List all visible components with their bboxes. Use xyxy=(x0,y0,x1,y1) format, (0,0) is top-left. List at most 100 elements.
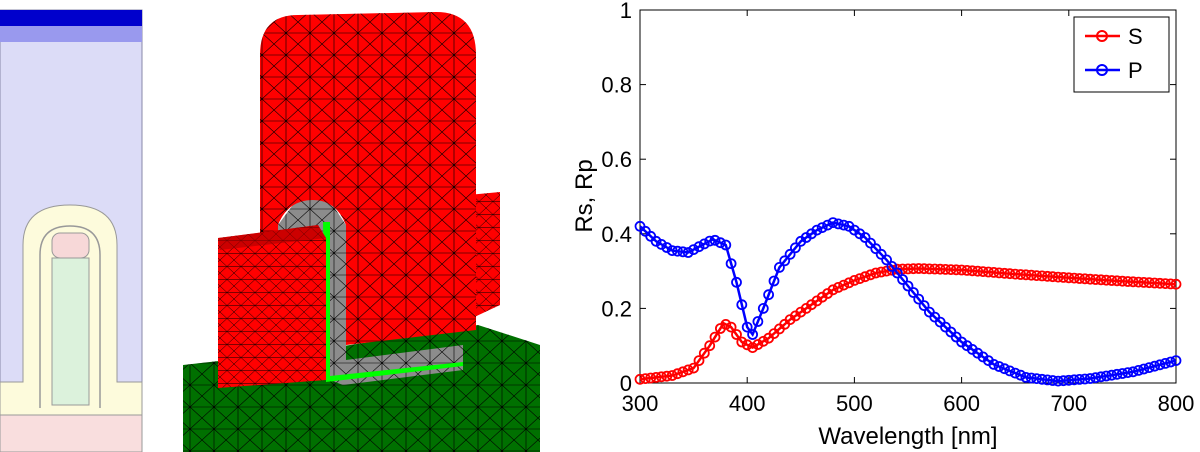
series-marker-p xyxy=(827,217,839,229)
series-marker-p xyxy=(661,242,673,253)
y-tick-label: 0.4 xyxy=(601,222,632,247)
series-marker-s xyxy=(972,265,984,277)
series-marker-s xyxy=(725,321,737,333)
series-marker-p xyxy=(1025,372,1037,384)
series-marker-p xyxy=(714,237,726,249)
series-marker-p xyxy=(832,218,844,230)
series-marker-s xyxy=(661,370,673,382)
series-marker-p xyxy=(1133,364,1144,376)
x-tick-label: 300 xyxy=(622,391,659,416)
series-marker-p xyxy=(1127,366,1139,378)
legend-box xyxy=(1073,16,1170,93)
series-marker-s xyxy=(843,277,855,289)
series-marker-s xyxy=(1170,278,1182,290)
legend-marker-s xyxy=(1096,30,1108,42)
series-marker-s xyxy=(1015,269,1027,280)
series-marker-p xyxy=(913,293,925,305)
series-marker-s xyxy=(1111,275,1123,287)
x-axis-label: Wavelength [nm] xyxy=(818,423,997,450)
series-marker-s xyxy=(950,264,962,276)
series-marker-p xyxy=(816,222,828,234)
series-marker-p xyxy=(870,243,882,255)
series-marker-p xyxy=(666,245,678,257)
series-marker-s xyxy=(865,269,876,281)
series-marker-s xyxy=(1095,274,1107,286)
series-marker-p xyxy=(1074,373,1085,385)
series-marker-s xyxy=(1052,271,1064,283)
series-marker-s xyxy=(1063,272,1075,284)
series-marker-p xyxy=(838,219,850,231)
reflectance-chart: 300 400 500 600 700 800 0 0.2 0.4 0.6 0.8 1 Wavelen… xyxy=(571,0,1194,450)
series-marker-p xyxy=(891,267,903,279)
series-marker-p xyxy=(747,329,759,340)
series-marker-s xyxy=(709,331,721,343)
series-marker-s xyxy=(977,266,989,278)
series-marker-p xyxy=(725,258,737,270)
series-marker-p xyxy=(1111,368,1123,380)
series-marker-p xyxy=(677,246,689,258)
series-marker-p xyxy=(1036,373,1048,385)
series-marker-s xyxy=(907,263,919,275)
series-marker-p xyxy=(763,289,775,301)
series-marker-p xyxy=(698,238,710,250)
y-tick-label: 0.2 xyxy=(601,296,632,321)
series-marker-s xyxy=(640,373,651,385)
series-marker-p xyxy=(999,363,1010,375)
series-marker-p xyxy=(865,237,876,249)
series-marker-s xyxy=(1068,272,1080,284)
series-marker-p xyxy=(1149,360,1160,372)
cross-section-gate-cap xyxy=(51,232,90,259)
series-marker-s xyxy=(1127,276,1139,288)
series-marker-p xyxy=(1047,375,1059,386)
mesh-liner xyxy=(323,222,463,382)
series-marker-s xyxy=(698,347,710,359)
x-tick-label: 500 xyxy=(836,391,873,416)
series-marker-s xyxy=(956,264,968,276)
series-marker-s xyxy=(1036,270,1048,282)
series-marker-p xyxy=(902,280,914,292)
series-marker-s xyxy=(741,339,753,351)
series-marker-s xyxy=(961,264,973,276)
series-marker-s xyxy=(870,267,882,279)
cross-section-fin xyxy=(51,257,90,406)
series-marker-s xyxy=(848,274,860,286)
series-marker-p xyxy=(1079,373,1091,385)
cross-section-image xyxy=(0,9,143,452)
series-marker-p xyxy=(736,299,748,311)
series-marker-s xyxy=(945,264,957,276)
series-marker-p xyxy=(881,254,893,266)
y-tick-label: 0.6 xyxy=(601,147,632,172)
series-marker-s xyxy=(902,263,914,275)
series-marker-p xyxy=(1068,374,1080,386)
series-marker-p xyxy=(1122,367,1134,379)
series-marker-s xyxy=(1122,276,1134,287)
cross-section-top-dark-layer xyxy=(0,10,142,26)
series-marker-s xyxy=(1090,274,1101,285)
series-marker-p xyxy=(741,321,753,333)
series-marker-s xyxy=(704,340,716,352)
series-marker-p xyxy=(1090,372,1101,384)
series-marker-p xyxy=(886,260,898,272)
series-marker-s xyxy=(1133,276,1144,288)
series-marker-s xyxy=(934,263,946,275)
series-marker-s xyxy=(1020,269,1032,281)
series-marker-s xyxy=(1041,270,1053,282)
series-marker-p xyxy=(720,239,732,251)
series-marker-s xyxy=(1047,271,1059,283)
series-marker-s xyxy=(832,281,844,293)
series-marker-p xyxy=(1095,371,1107,383)
cross-section-spacer xyxy=(39,225,101,408)
y-tick-label: 0.8 xyxy=(601,73,632,98)
series-marker-s xyxy=(645,372,657,384)
series-marker-p xyxy=(1009,367,1021,379)
series-marker-s xyxy=(827,284,839,296)
legend-label-p: P xyxy=(1128,58,1143,83)
series-marker-s xyxy=(736,336,748,348)
series-marker-p xyxy=(688,244,700,256)
series-marker-s xyxy=(913,263,925,274)
series-marker-p xyxy=(1159,357,1171,369)
cross-section-top-light-layer xyxy=(0,26,142,42)
x-tick-label: 400 xyxy=(729,391,766,416)
legend: S P xyxy=(1073,16,1170,93)
series-marker-p xyxy=(1020,371,1032,383)
